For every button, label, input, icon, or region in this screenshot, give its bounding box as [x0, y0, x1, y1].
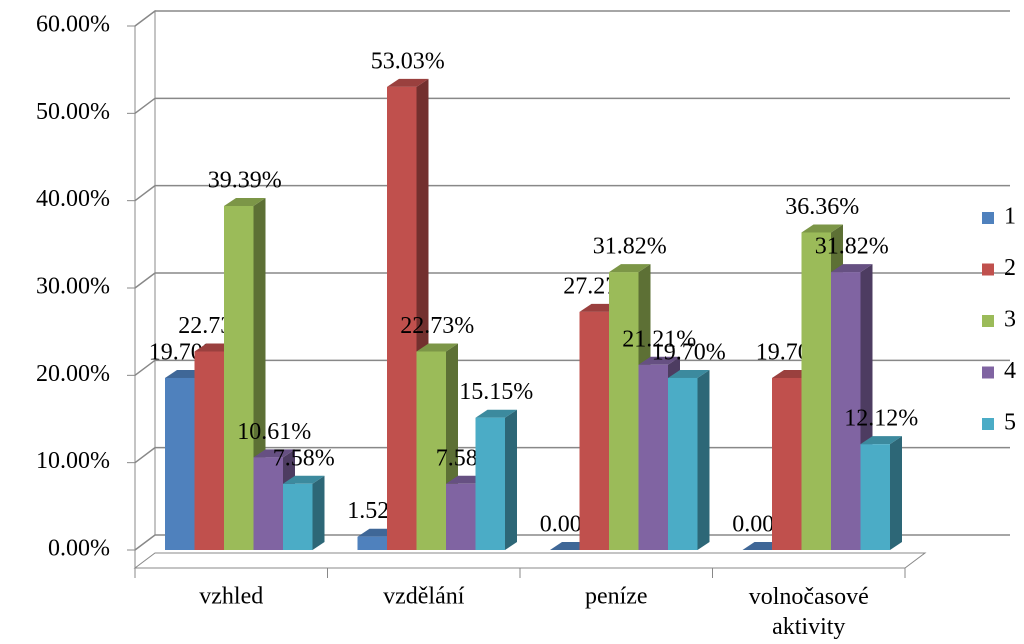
y-tick-label: 10.00% [36, 448, 110, 474]
bar-top [860, 436, 902, 445]
bar-top [253, 449, 295, 458]
bar-top [831, 264, 873, 273]
bar [253, 457, 283, 550]
legend-swatch [982, 366, 994, 379]
legend-label: 3 [1004, 307, 1016, 333]
y-tick-label: 40.00% [36, 186, 110, 212]
bar-top [224, 197, 266, 206]
bar [801, 232, 831, 550]
value-label: 7.58% [273, 445, 335, 471]
legend-label: 2 [1004, 255, 1016, 281]
y-tick-label: 50.00% [36, 99, 110, 125]
bar [357, 536, 387, 550]
bar [475, 417, 505, 550]
bar-side [890, 436, 902, 550]
bar [579, 311, 609, 550]
legend-label: 4 [1004, 358, 1016, 384]
bar [224, 205, 254, 550]
x-tick-label: peníze [585, 584, 648, 610]
bar [165, 377, 195, 550]
bar [609, 272, 639, 550]
bar-top [668, 369, 710, 378]
bar-top [801, 224, 843, 233]
bar-side [505, 409, 517, 550]
legend-swatch [982, 263, 994, 276]
legend-swatch [982, 212, 994, 224]
bar-top [638, 356, 680, 365]
x-tick-label: vzhled [199, 584, 263, 610]
bar [387, 86, 417, 550]
value-label: 31.82% [593, 234, 667, 260]
bar [860, 444, 890, 550]
y-tick-label: 30.00% [36, 274, 110, 300]
value-label: 36.36% [785, 194, 859, 220]
bar [416, 351, 446, 550]
bar-top [475, 409, 517, 418]
grid-line [134, 97, 1010, 114]
grid-line [134, 359, 1010, 376]
bar [446, 483, 476, 550]
value-label: 53.03% [371, 48, 445, 74]
bar-side [312, 475, 325, 550]
floor [133, 552, 927, 569]
value-label: 31.82% [815, 234, 889, 260]
value-label: 15.15% [459, 379, 533, 405]
grid-line [134, 10, 1010, 27]
bar [638, 364, 668, 550]
value-label: 39.39% [208, 167, 282, 193]
bar [283, 483, 313, 550]
legend-swatch [982, 418, 994, 430]
bar [668, 377, 698, 550]
legend-label: 1 [1004, 204, 1016, 230]
grid-line [134, 184, 1010, 202]
bar-top [283, 475, 325, 484]
bar-top [387, 78, 429, 87]
legend-label: 5 [1004, 410, 1016, 436]
bar-top [609, 264, 651, 273]
bar [194, 351, 224, 550]
x-tick-label: vzdělání [383, 584, 465, 610]
y-tick-label: 60.00% [36, 12, 110, 38]
value-label: 19.70% [652, 339, 726, 365]
grid-line [134, 534, 1010, 551]
value-label: 10.61% [237, 419, 311, 445]
y-tick-label: 20.00% [36, 361, 110, 387]
y-tick-label: 0.00% [48, 536, 110, 562]
bar-top [416, 343, 458, 352]
grid-line [134, 446, 1010, 464]
value-label: 21.21% [622, 326, 696, 352]
value-label: 12.12% [844, 406, 918, 432]
bar-side [697, 369, 710, 550]
legend-swatch [982, 315, 994, 327]
grid-line [134, 272, 1010, 289]
value-label: 22.73% [400, 313, 474, 339]
bar [831, 272, 861, 550]
x-tick-label: volnočasové aktivity [749, 584, 869, 640]
bar [772, 377, 802, 550]
